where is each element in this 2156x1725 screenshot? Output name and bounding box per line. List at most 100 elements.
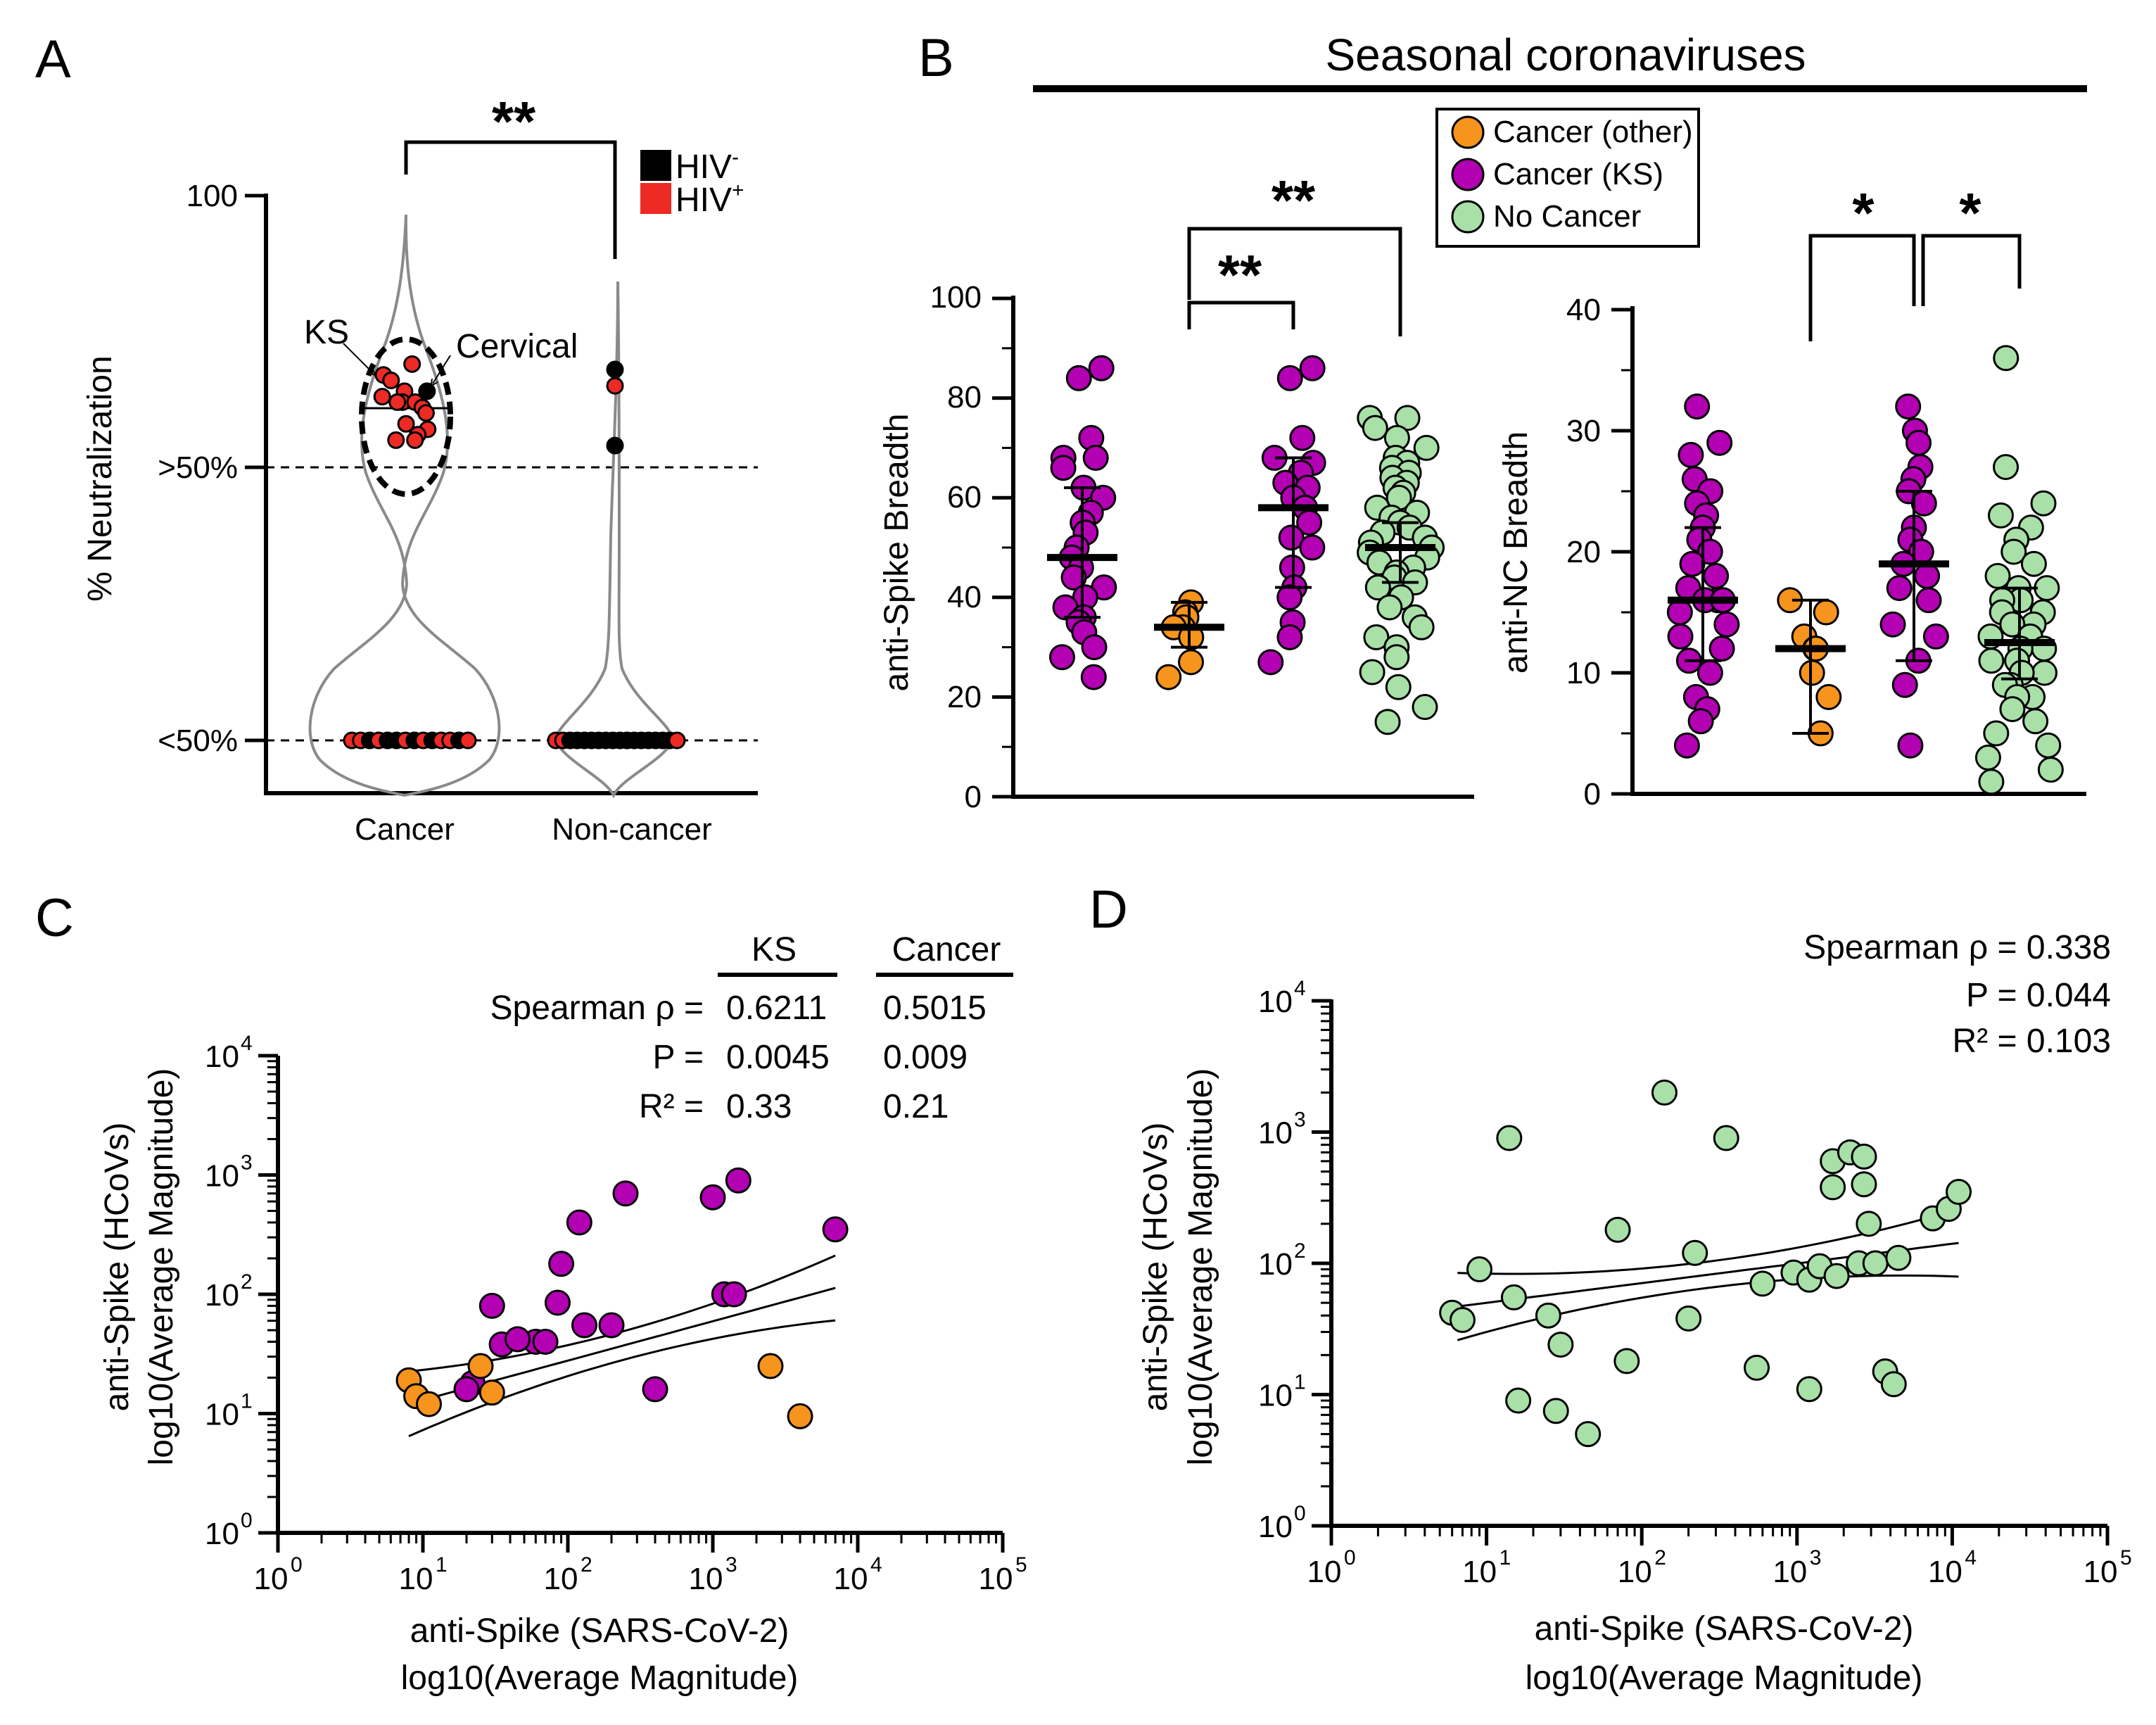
panel-c-stats-header-cancer: Cancer xyxy=(892,931,1001,968)
breadth-point xyxy=(1678,441,1704,468)
x-tick-exponent: 0 xyxy=(1344,1546,1356,1569)
breadth-point xyxy=(1178,649,1205,676)
breadth-point xyxy=(1706,429,1733,456)
panel-a-point xyxy=(606,436,624,455)
breadth-point xyxy=(1060,564,1087,590)
panel-c: C KS Cancer Spearman ρ = 0.6211 0.5015 P… xyxy=(35,888,1027,1697)
y-tick-exponent: 4 xyxy=(1294,977,1306,1000)
panel-b-right-sig-bracket-1 xyxy=(1808,234,1916,341)
scatter-point xyxy=(1856,1211,1882,1237)
scatter-point xyxy=(1466,1256,1493,1283)
breadth-point xyxy=(1895,393,1922,420)
panel-b-right-ticks xyxy=(1611,308,1632,796)
scatter-point xyxy=(1575,1421,1602,1448)
panel-b-left-ytick-label: 60 xyxy=(947,480,982,514)
scatter-point xyxy=(1851,1143,1877,1170)
breadth-point xyxy=(2000,538,2027,565)
scatter-point xyxy=(1675,1305,1702,1332)
x-tick-label: 10 xyxy=(1773,1555,1807,1589)
panel-b-title: Seasonal coronaviruses xyxy=(1325,30,1806,80)
panel-c-stat-label: Spearman ρ = xyxy=(490,990,704,1027)
scatter-point xyxy=(467,1353,494,1379)
x-tick-label: 10 xyxy=(834,1562,868,1596)
scatter-point xyxy=(1500,1284,1527,1310)
scatter-point xyxy=(566,1209,592,1236)
panel-d-stat: R² = 0.103 xyxy=(1953,1023,2111,1060)
breadth-point xyxy=(1999,696,2026,723)
panel-a-point xyxy=(606,360,624,379)
scatter-point xyxy=(1505,1387,1532,1414)
group-nc-0 xyxy=(1666,393,1740,759)
panel-b-right-sig-label-2: * xyxy=(1959,182,1981,244)
breadth-point xyxy=(1922,623,1949,650)
panel-c-label: C xyxy=(35,888,74,948)
scatter-point xyxy=(1713,1125,1739,1151)
scatter-point xyxy=(1449,1307,1476,1334)
scatter-point xyxy=(416,1391,443,1417)
panel-c-stats-header-ks: KS xyxy=(752,931,797,968)
breadth-point xyxy=(1359,659,1385,685)
scatter-point xyxy=(725,1167,752,1194)
panel-c-stat-cancer: 0.5015 xyxy=(883,990,987,1027)
panel-c-ylabel-2: log10(Average Magnitude) xyxy=(143,1068,180,1466)
panel-d: D Spearman ρ = 0.338 P = 0.044 R² = 0.10… xyxy=(1089,880,2132,1697)
breadth-point xyxy=(2031,659,2057,686)
panel-b-right-ytick-label: 10 xyxy=(1566,656,1601,690)
breadth-point xyxy=(1673,732,1700,759)
panel-b-right-sig-label-1: * xyxy=(1852,182,1875,244)
scatter-point xyxy=(1946,1179,1972,1206)
panel-c-plot xyxy=(395,1167,849,1437)
panel-b-left-ytick-label: 40 xyxy=(947,580,982,614)
x-tick-exponent: 4 xyxy=(1965,1546,1977,1569)
panel-a-point xyxy=(387,431,405,449)
x-tick-exponent: 5 xyxy=(1015,1553,1027,1576)
y-tick-exponent: 0 xyxy=(241,1509,253,1532)
scatter-point xyxy=(598,1312,625,1339)
panel-b-right-ytick-label: 30 xyxy=(1566,414,1601,448)
breadth-point xyxy=(1257,649,1284,676)
breadth-point xyxy=(1993,454,2019,481)
legend-cancer-other-label: Cancer (other) xyxy=(1493,115,1693,149)
scatter-point xyxy=(1880,1371,1907,1398)
x-tick-label: 10 xyxy=(1618,1555,1652,1589)
panel-d-ylabel-2: log10(Average Magnitude) xyxy=(1182,1068,1219,1466)
breadth-point xyxy=(1081,634,1108,661)
legend-hiv-pos-swatch xyxy=(640,183,671,214)
breadth-point xyxy=(1276,365,1303,391)
panel-b-right-ytick-label: 0 xyxy=(1584,777,1601,811)
breadth-point xyxy=(1376,594,1403,621)
panel-d-ticks: 10 0 10 1 10 2 10 3 10 4 10 510 010 110 210 310 4 xyxy=(1258,977,2132,1589)
scatter-point xyxy=(1862,1250,1889,1277)
breadth-point xyxy=(1914,562,1941,589)
scatter-point xyxy=(1823,1263,1850,1289)
y-tick-label: 10 xyxy=(205,1159,239,1194)
panel-a-point xyxy=(382,371,400,389)
scatter-point xyxy=(1535,1302,1561,1329)
breadth-point xyxy=(1362,415,1388,441)
x-tick-exponent: 0 xyxy=(291,1553,303,1576)
breadth-point xyxy=(1983,720,2010,747)
panel-a-label: A xyxy=(35,30,71,89)
panel-b-left-ytick-label: 100 xyxy=(930,280,982,315)
scatter-point xyxy=(532,1328,559,1355)
ks-arrow xyxy=(343,343,373,373)
panel-b-right-ylabel: anti-NC Breadth xyxy=(1497,431,1535,674)
panel-c-stat-ks: 0.6211 xyxy=(726,990,827,1027)
breadth-point xyxy=(1394,405,1421,431)
scatter-point xyxy=(1542,1398,1569,1424)
breadth-point xyxy=(1088,355,1115,381)
breadth-point xyxy=(1289,424,1316,451)
legend-no-cancer-marker xyxy=(1451,200,1485,234)
breadth-point xyxy=(1886,575,1913,602)
scatter-point xyxy=(453,1376,480,1403)
breadth-point xyxy=(1974,744,2001,771)
y-tick-label: 10 xyxy=(205,1040,239,1074)
cervical-annotation: Cervical xyxy=(456,328,578,365)
scatter-point xyxy=(1613,1348,1640,1375)
x-tick-label: 10 xyxy=(2084,1555,2118,1589)
y-tick-exponent: 1 xyxy=(241,1390,253,1413)
confidence-band-lower xyxy=(408,1319,836,1437)
x-tick-label: 10 xyxy=(1928,1555,1962,1589)
breadth-point xyxy=(1915,587,1942,614)
breadth-point xyxy=(1048,644,1075,671)
